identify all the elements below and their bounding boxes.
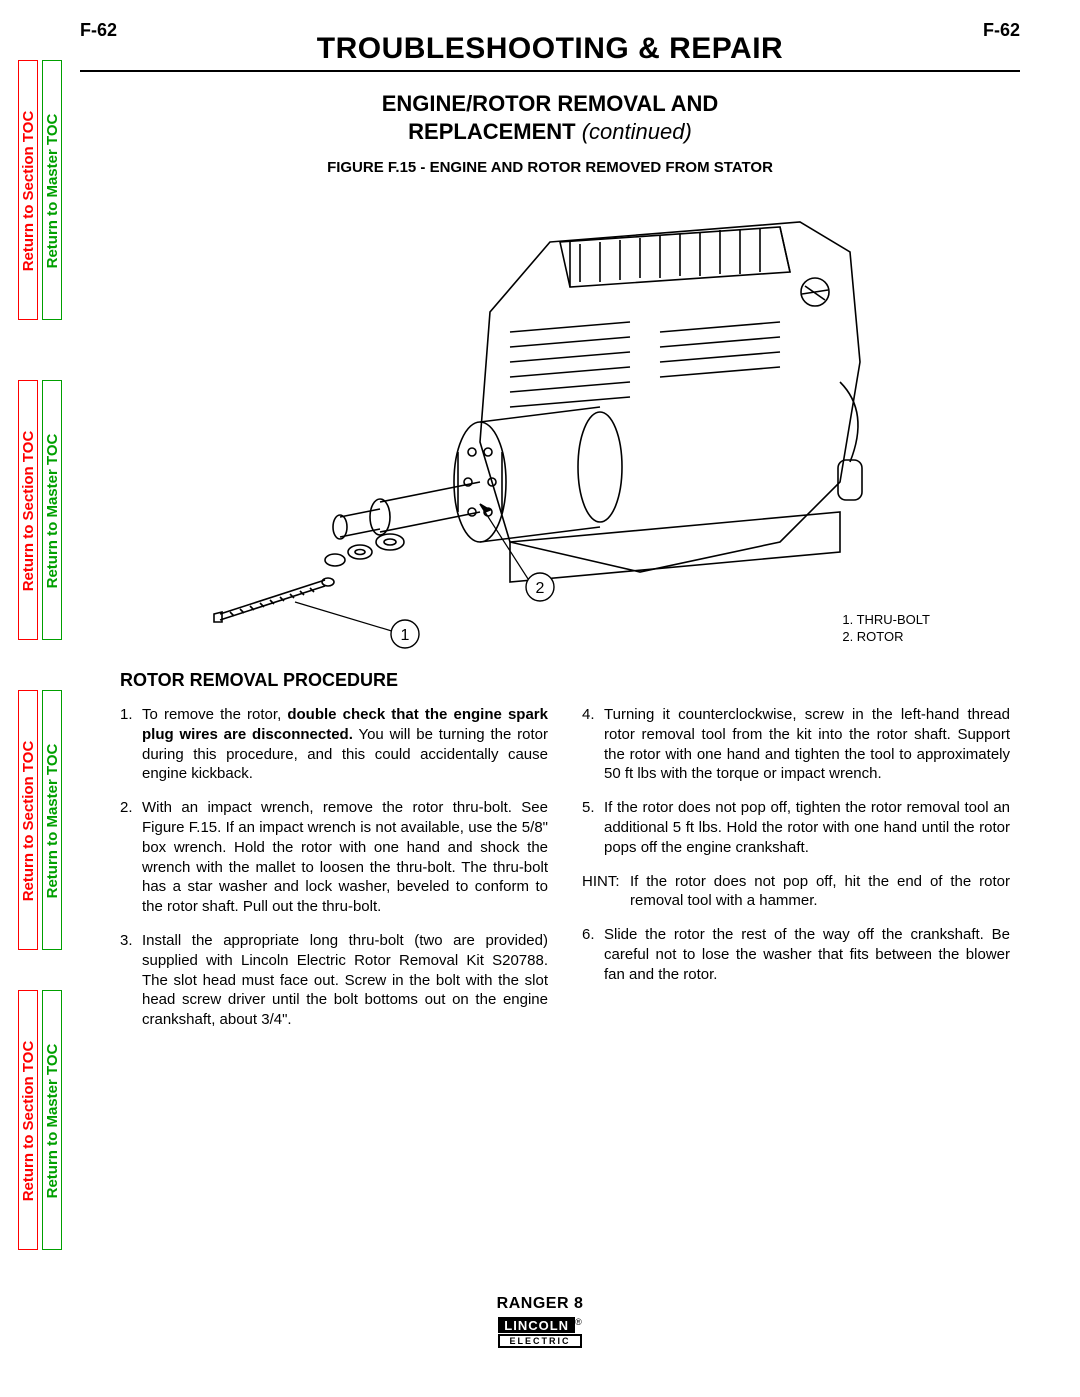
figure-f15: 1 2 1. THRU-BOLT 2. ROTOR xyxy=(80,182,1020,652)
procedure-step: 5.If the rotor does not pop off, tighten… xyxy=(582,798,1010,857)
lincoln-logo: LINCOLN® ELECTRIC xyxy=(498,1317,581,1348)
return-master-toc-tab[interactable]: Return to Master TOC xyxy=(42,60,62,320)
procedure-step: 2.With an impact wrench, remove the roto… xyxy=(120,798,548,917)
page-footer: RANGER 8 LINCOLN® ELECTRIC xyxy=(0,1295,1080,1349)
page-title: TROUBLESHOOTING & REPAIR xyxy=(117,32,983,66)
procedure-step: 6.Slide the rotor the rest of the way of… xyxy=(582,925,1010,984)
figure-caption: FIGURE F.15 - ENGINE AND ROTOR REMOVED F… xyxy=(80,159,1020,176)
callout-1: 1 xyxy=(401,627,410,644)
header-rule xyxy=(80,70,1020,72)
engine-rotor-diagram: 1 2 xyxy=(80,182,1020,652)
return-master-toc-tab[interactable]: Return to Master TOC xyxy=(42,380,62,640)
callout-2: 2 xyxy=(536,580,545,597)
page-code-right: F-62 xyxy=(983,20,1020,41)
subtitle-line1: ENGINE/ROTOR REMOVAL AND xyxy=(80,90,1020,118)
procedure-columns: 1.To remove the rotor, double check that… xyxy=(120,705,1010,1044)
legend-item-1: 1. THRU-BOLT xyxy=(842,611,930,629)
procedure-heading: ROTOR REMOVAL PROCEDURE xyxy=(120,670,1020,691)
return-section-toc-tab[interactable]: Return to Section TOC xyxy=(18,60,38,320)
return-section-toc-tab[interactable]: Return to Section TOC xyxy=(18,690,38,950)
left-column: 1.To remove the rotor, double check that… xyxy=(120,705,548,1044)
page-code-left: F-62 xyxy=(80,20,117,41)
section-subtitle: ENGINE/ROTOR REMOVAL AND REPLACEMENT (co… xyxy=(80,90,1020,145)
right-column: 4.Turning it counterclockwise, screw in … xyxy=(582,705,1010,1044)
procedure-step: 4.Turning it counterclockwise, screw in … xyxy=(582,705,1010,784)
return-section-toc-tab[interactable]: Return to Section TOC xyxy=(18,990,38,1250)
figure-legend: 1. THRU-BOLT 2. ROTOR xyxy=(842,611,930,646)
legend-item-2: 2. ROTOR xyxy=(842,628,930,646)
return-master-toc-tab[interactable]: Return to Master TOC xyxy=(42,690,62,950)
subtitle-line2: REPLACEMENT (continued) xyxy=(80,118,1020,146)
procedure-step: 3.Install the appropriate long thru-bolt… xyxy=(120,931,548,1030)
return-section-toc-tab[interactable]: Return to Section TOC xyxy=(18,380,38,640)
return-master-toc-tab[interactable]: Return to Master TOC xyxy=(42,990,62,1250)
procedure-hint: HINT:If the rotor does not pop off, hit … xyxy=(582,872,1010,912)
procedure-step: 1.To remove the rotor, double check that… xyxy=(120,705,548,784)
page-header: F-62 TROUBLESHOOTING & REPAIR F-62 xyxy=(80,20,1020,66)
footer-model: RANGER 8 xyxy=(0,1295,1080,1313)
